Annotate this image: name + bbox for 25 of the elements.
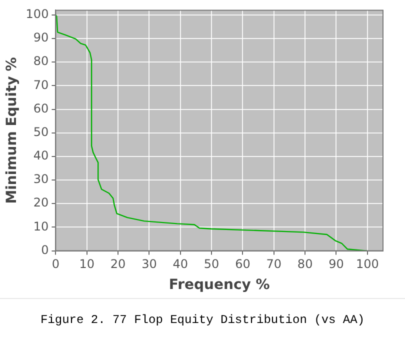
y-tick-label: 20 — [33, 196, 49, 210]
y-tick-label: 60 — [33, 101, 49, 116]
x-tick-label: 70 — [266, 257, 282, 272]
y-tick-label: 0 — [41, 242, 49, 257]
y-tick-label: 100 — [26, 7, 49, 22]
x-tick-label: 10 — [79, 257, 95, 272]
y-tick-label: 80 — [33, 54, 49, 68]
y-tick-label: 30 — [33, 172, 49, 186]
x-tick-label: 40 — [172, 257, 188, 272]
x-tick-label: 30 — [142, 257, 157, 272]
caption: Figure 2. 77 Flop Equity Distribution (vs AA) — [39, 313, 366, 327]
y-axis-title: Minimum Equity % — [4, 57, 20, 204]
x-tick-label: 0 — [52, 257, 60, 272]
x-tick-label: 50 — [204, 257, 220, 272]
x-tick-label: 100 — [356, 257, 379, 272]
x-axis-title: Frequency % — [168, 277, 270, 294]
y-tick-label: 90 — [33, 30, 49, 45]
y-tick-label: 70 — [33, 78, 49, 92]
y-tick-label: 10 — [33, 219, 49, 234]
x-tick-label: 20 — [110, 257, 126, 272]
x-tick-label: 90 — [328, 257, 344, 272]
x-tick-label: 60 — [235, 257, 250, 272]
y-tick-label: 50 — [33, 124, 49, 139]
y-tick-label: 40 — [33, 148, 49, 163]
x-tick-label: 80 — [297, 257, 313, 272]
